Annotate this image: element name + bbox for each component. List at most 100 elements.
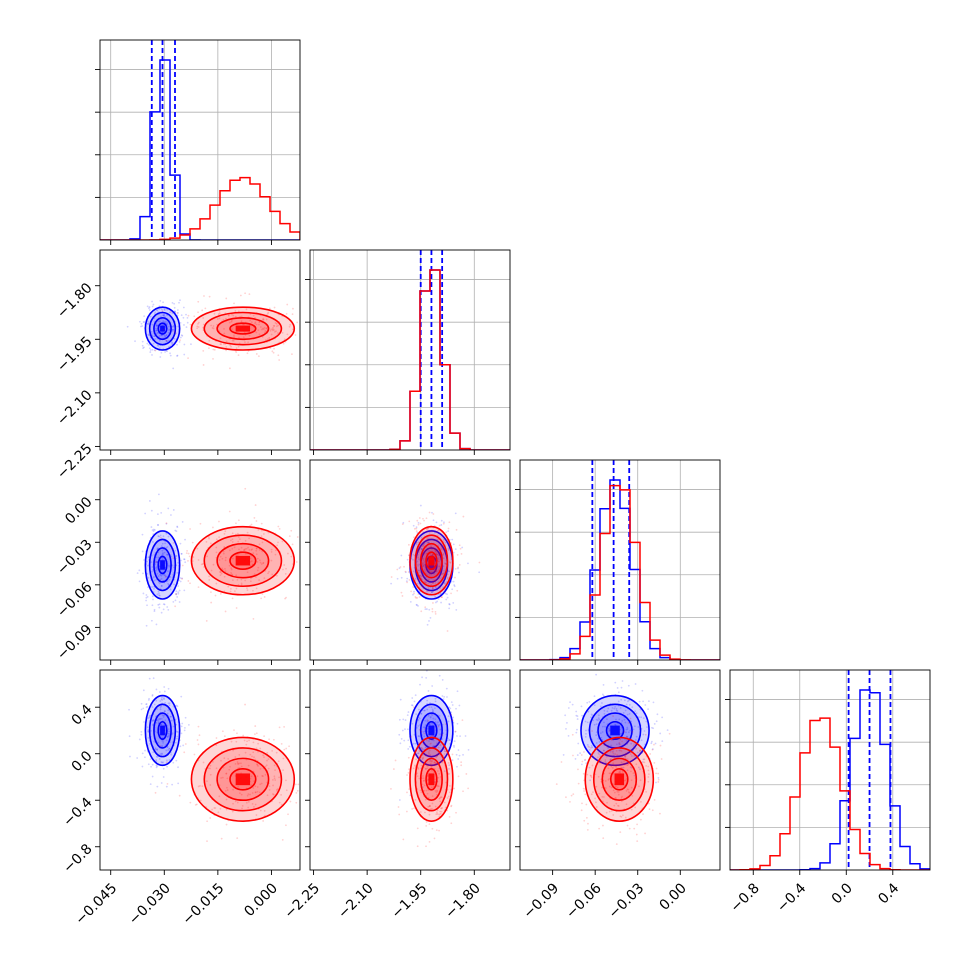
scatter-point <box>588 748 591 751</box>
scatter-point <box>167 582 169 585</box>
scatter-point <box>438 565 441 568</box>
scatter-point <box>229 587 232 590</box>
scatter-point <box>274 769 276 772</box>
scatter-point <box>163 697 165 699</box>
scatter-point <box>158 606 161 609</box>
scatter-point <box>260 535 263 538</box>
scatter-point <box>431 795 434 798</box>
scatter-point <box>457 567 459 570</box>
scatter-point <box>613 804 616 807</box>
scatter-point <box>165 340 168 342</box>
scatter-point <box>155 329 158 332</box>
density-peak <box>160 325 165 332</box>
scatter-point <box>639 750 641 752</box>
scatter-point <box>423 560 426 563</box>
scatter-point <box>173 337 176 340</box>
scatter-point <box>159 753 162 755</box>
scatter-point <box>178 794 181 797</box>
scatter-point <box>210 601 213 604</box>
scatter-point <box>304 745 306 747</box>
scatter-point <box>574 758 577 760</box>
scatter-point <box>237 554 239 556</box>
scatter-point <box>329 748 331 750</box>
scatter-point <box>596 719 599 722</box>
scatter-point <box>155 561 157 563</box>
scatter-point <box>629 753 632 756</box>
scatter-point <box>615 718 617 721</box>
scatter-point <box>422 517 424 520</box>
scatter-point <box>166 314 169 317</box>
scatter-point <box>220 777 223 779</box>
scatter-point <box>218 536 221 539</box>
scatter-point <box>183 589 186 592</box>
scatter-point <box>277 541 279 544</box>
scatter-point <box>638 716 640 719</box>
scatter-point <box>261 541 264 544</box>
scatter-point <box>223 757 226 760</box>
scatter-point <box>431 807 433 810</box>
scatter-point <box>423 519 425 522</box>
scatter-point <box>208 537 210 540</box>
scatter-point <box>161 331 164 334</box>
scatter-point <box>446 797 449 799</box>
scatter-point <box>433 761 436 764</box>
scatter-point <box>252 552 255 555</box>
scatter-point <box>231 547 234 550</box>
scatter-point <box>602 683 605 686</box>
scatter-point <box>163 551 166 554</box>
scatter-point <box>610 739 613 741</box>
scatter-point <box>148 347 151 350</box>
scatter-point <box>611 751 614 754</box>
scatter-point <box>429 716 432 719</box>
scatter-point <box>162 314 165 317</box>
scatter-point <box>158 594 160 597</box>
scatter-point <box>619 738 622 741</box>
scatter-point <box>603 721 605 724</box>
scatter-point <box>412 586 415 588</box>
scatter-point <box>617 691 620 694</box>
contour-line <box>601 757 638 802</box>
scatter-point <box>588 701 591 703</box>
scatter-point <box>450 805 453 808</box>
scatter-point <box>240 762 242 765</box>
scatter-point <box>142 347 144 350</box>
scatter-point <box>208 295 211 298</box>
scatter-point <box>637 726 640 728</box>
scatter-point <box>153 335 156 338</box>
scatter-point <box>456 765 458 768</box>
scatter-point <box>423 563 426 566</box>
scatter-point <box>571 733 574 736</box>
scatter-point <box>447 548 450 550</box>
scatter-point <box>595 673 598 676</box>
scatter-point <box>619 815 622 818</box>
scatter-point <box>446 593 448 596</box>
scatter-point <box>437 752 440 755</box>
scatter-point <box>146 564 149 567</box>
scatter-point <box>609 772 612 775</box>
scatter-point <box>230 539 232 542</box>
scatter-point <box>429 753 432 756</box>
scatter-point <box>148 306 151 308</box>
scatter-point <box>202 761 205 764</box>
scatter-point <box>255 323 258 326</box>
scatter-point <box>265 327 268 330</box>
scatter-point <box>434 568 437 571</box>
scatter-point <box>126 325 129 328</box>
scatter-point <box>182 316 185 319</box>
scatter-point <box>608 730 611 733</box>
scatter-point <box>447 720 450 723</box>
scatter-point <box>422 559 425 562</box>
scatter-point <box>289 800 292 803</box>
scatter-point <box>426 536 428 539</box>
scatter-point <box>260 597 263 600</box>
scatter-point <box>177 561 179 564</box>
scatter-point <box>152 719 155 721</box>
scatter-point <box>647 769 650 772</box>
scatter-point <box>604 780 607 782</box>
scatter-point <box>633 827 636 830</box>
scatter-point <box>416 775 419 778</box>
scatter-point <box>181 521 184 523</box>
scatter-point <box>202 323 205 326</box>
scatter-point <box>255 547 258 550</box>
scatter-point <box>417 735 420 737</box>
